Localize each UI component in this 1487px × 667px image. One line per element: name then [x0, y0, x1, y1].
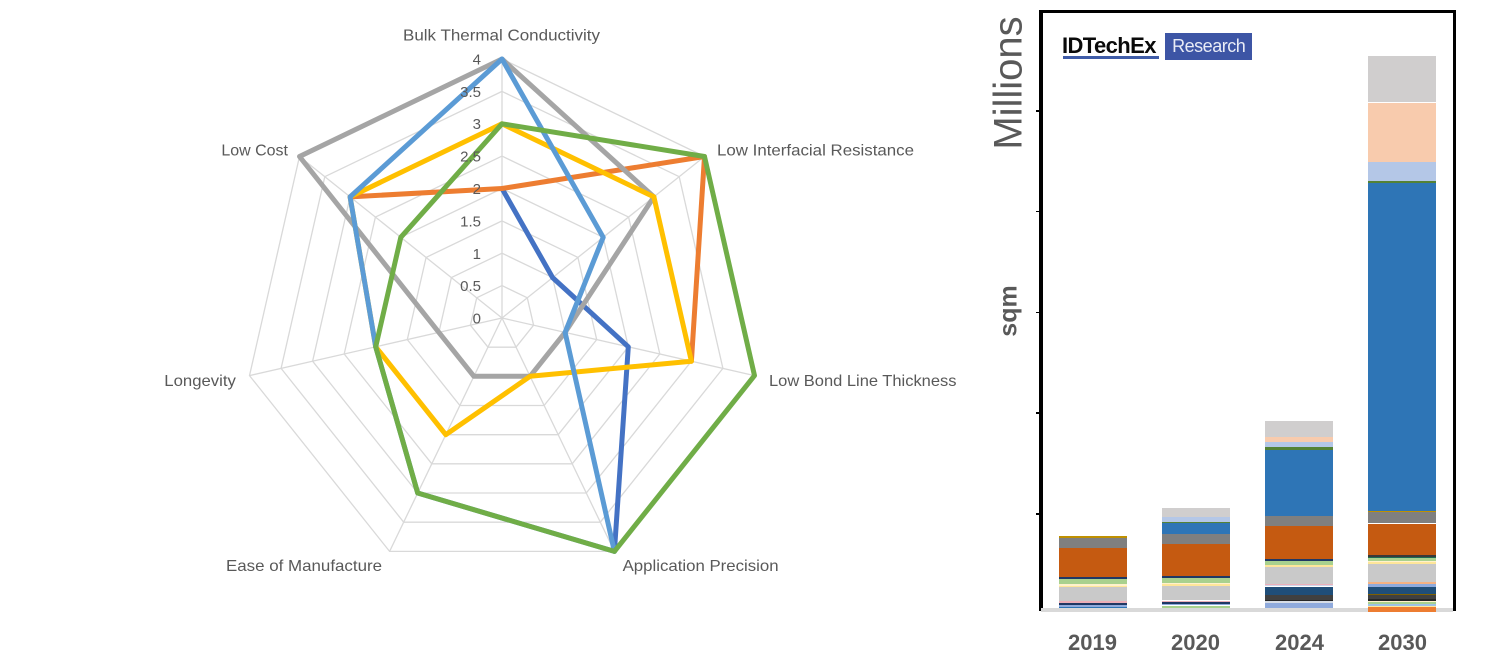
svg-text:4: 4 [473, 52, 481, 69]
svg-text:Low Cost: Low Cost [221, 143, 288, 160]
svg-text:1.5: 1.5 [460, 213, 481, 230]
svg-text:0.5: 0.5 [460, 278, 481, 295]
svg-text:Ease of Manufacture: Ease of Manufacture [226, 558, 382, 575]
svg-text:Bulk Thermal Conductivity: Bulk Thermal Conductivity [403, 28, 600, 45]
svg-text:1: 1 [473, 246, 481, 263]
svg-text:Low Bond Line Thickness: Low Bond Line Thickness [769, 373, 957, 390]
svg-text:2.5: 2.5 [460, 149, 481, 166]
svg-text:0: 0 [473, 311, 481, 328]
svg-text:Longevity: Longevity [164, 373, 236, 390]
svg-text:3.5: 3.5 [460, 84, 481, 101]
svg-text:3: 3 [473, 116, 481, 133]
svg-text:Application Precision: Application Precision [623, 558, 779, 575]
svg-text:Low Interfacial Resistance: Low Interfacial Resistance [717, 142, 914, 159]
svg-text:2: 2 [473, 181, 481, 198]
